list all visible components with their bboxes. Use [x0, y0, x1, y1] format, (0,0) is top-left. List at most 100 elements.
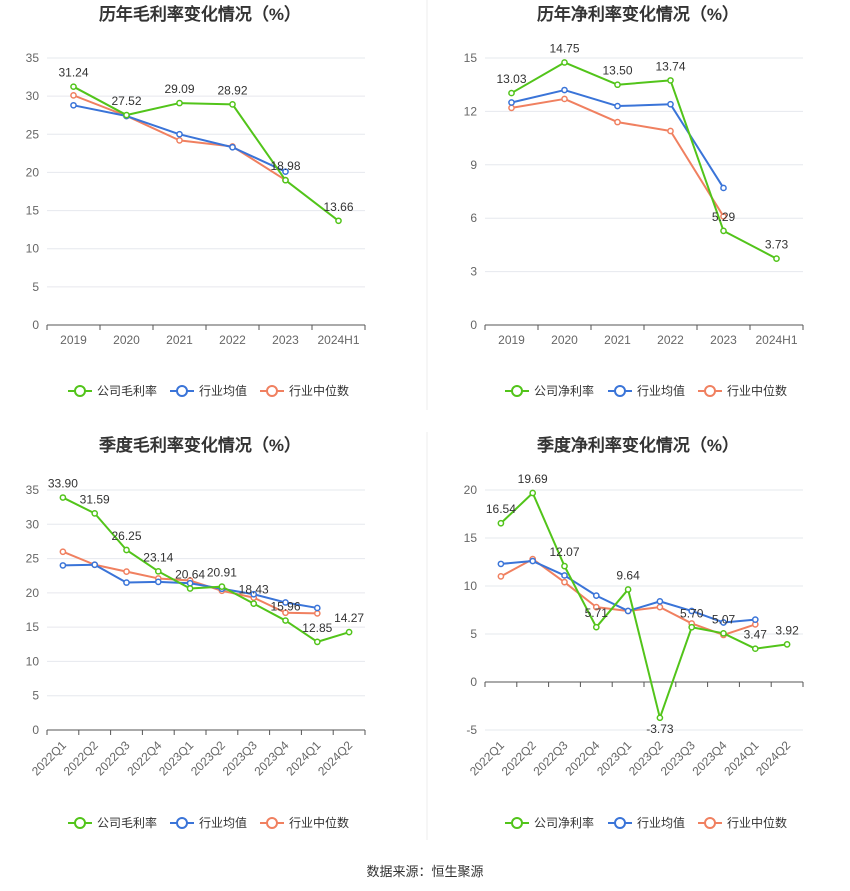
data-label: 14.27 [334, 611, 364, 625]
data-point-company [688, 623, 696, 631]
legend-label: 行业中位数 [289, 383, 349, 398]
y-tick-label: 0 [470, 675, 477, 689]
y-tick-label: 30 [26, 517, 40, 531]
data-point-company [282, 617, 289, 624]
y-tick-label: 5 [32, 689, 39, 703]
data-point-company [614, 81, 621, 89]
x-tick-label: 2024Q2 [315, 738, 355, 778]
legend-swatch-marker [74, 385, 86, 397]
data-point-median [561, 578, 568, 586]
y-tick-label: 30 [26, 89, 40, 103]
legend-label: 行业均值 [637, 815, 685, 830]
y-tick-label: 15 [26, 204, 40, 218]
data-label: 26.25 [111, 529, 141, 543]
data-point-avg [720, 184, 727, 192]
data-point-avg [751, 616, 759, 623]
data-label: 13.03 [496, 72, 526, 86]
x-tick-label: 2021 [166, 333, 193, 347]
data-label: 9.64 [616, 568, 640, 582]
legend-item-company: 公司毛利率 [68, 383, 157, 398]
data-point-avg [656, 598, 664, 605]
legend-swatch-marker [511, 817, 523, 829]
data-point-avg [313, 604, 321, 612]
y-tick-label: 3 [470, 265, 477, 279]
data-point-median [313, 610, 321, 617]
series-line-company [500, 491, 788, 719]
data-point-company [783, 641, 791, 648]
data-point-company [123, 546, 130, 554]
data-point-avg [720, 619, 727, 626]
legend-label: 行业中位数 [727, 383, 787, 398]
data-point-median [282, 609, 289, 617]
data-point-company [91, 510, 99, 517]
y-tick-label: 20 [464, 483, 478, 497]
data-label: 20.91 [207, 566, 237, 580]
y-tick-label: 15 [464, 531, 478, 545]
legend-swatch-marker [511, 385, 523, 397]
y-tick-label: 9 [470, 158, 477, 172]
y-tick-label: 10 [26, 242, 40, 256]
data-point-median [656, 603, 664, 611]
data-point-company [667, 77, 674, 84]
data-point-avg [123, 579, 130, 586]
data-label: 15.96 [270, 600, 300, 614]
data-point-company [176, 99, 183, 107]
data-point-avg [282, 168, 289, 176]
data-label: 18.98 [270, 159, 300, 173]
legend-item-median: 行业中位数 [698, 383, 787, 398]
y-tick-label: 12 [464, 104, 478, 118]
y-tick-label: 10 [464, 579, 478, 593]
data-label: 3.92 [775, 623, 799, 637]
data-point-avg [282, 599, 289, 606]
chart-title: 季度净利率变化情况（%） [537, 435, 739, 455]
data-point-company [773, 255, 780, 262]
y-tick-label: 0 [470, 318, 477, 332]
chart-title: 历年净利率变化情况（%） [537, 4, 739, 24]
data-label: 19.69 [518, 472, 548, 486]
data-point-avg [229, 143, 236, 151]
data-label: 12.07 [549, 545, 579, 559]
data-point-median [667, 127, 674, 135]
data-label: 12.85 [302, 621, 332, 635]
data-point-median [176, 137, 183, 144]
legend-item-avg: 行业均值 [170, 383, 247, 398]
data-label: 31.59 [80, 492, 110, 506]
data-point-median [59, 548, 67, 556]
legend-item-company: 公司净利率 [505, 383, 594, 398]
legend-label: 公司净利率 [534, 815, 594, 830]
chart-panel-2: 历年净利率变化情况（%） 0 3 6 9 12 15 2019 2020 2021 2022 2023… [464, 4, 804, 398]
series-line-company [510, 61, 777, 260]
data-point-median [561, 95, 568, 103]
data-point-avg [688, 607, 696, 615]
x-tick-label: 2021 [604, 333, 631, 347]
data-label: 33.90 [48, 477, 78, 491]
data-point-company [497, 519, 505, 527]
data-point-median [592, 603, 600, 611]
y-tick-label: 5 [32, 280, 39, 294]
data-point-company [624, 586, 632, 593]
data-point-avg [70, 101, 77, 109]
legend-swatch-marker [704, 817, 716, 829]
data-point-avg [667, 100, 674, 108]
data-point-company [229, 101, 236, 108]
data-point-avg [250, 590, 258, 598]
data-point-median [70, 92, 77, 99]
data-point-median [720, 213, 727, 220]
legend-label: 公司毛利率 [97, 815, 157, 830]
series-line-median [511, 97, 725, 217]
legend-swatch-marker [176, 385, 188, 397]
data-point-median [123, 568, 130, 575]
data-point-avg [508, 99, 515, 106]
y-tick-label: 35 [26, 483, 40, 497]
data-label: 13.74 [655, 59, 685, 73]
legend-label: 公司毛利率 [97, 383, 157, 398]
data-point-company [508, 89, 515, 97]
x-tick-label: 2023 [710, 333, 737, 347]
y-tick-label: 25 [26, 127, 40, 141]
legend-item-company: 公司毛利率 [68, 815, 157, 830]
data-point-company [656, 714, 664, 722]
data-point-avg [592, 592, 600, 599]
y-tick-label: 10 [26, 654, 40, 668]
data-point-median [497, 573, 505, 580]
